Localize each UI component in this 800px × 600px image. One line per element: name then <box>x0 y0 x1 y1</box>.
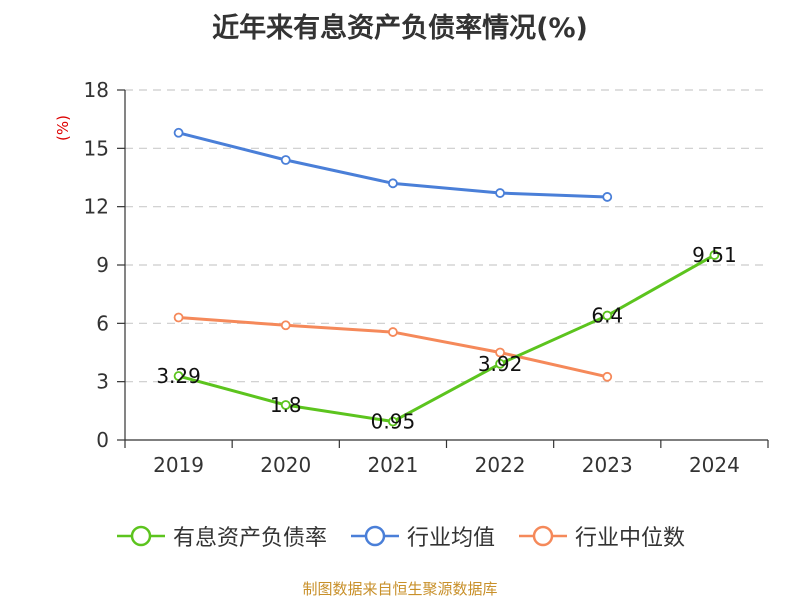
data-label: 6.4 <box>591 304 623 328</box>
x-tick-label: 2021 <box>367 453 418 477</box>
data-label: 9.51 <box>692 243 737 267</box>
x-tick-label: 2022 <box>475 453 526 477</box>
data-point <box>495 358 505 369</box>
data-point <box>280 155 291 165</box>
data-point <box>388 416 398 427</box>
series-line <box>177 253 716 424</box>
y-tick-label: 18 <box>84 78 109 102</box>
legend-item: 行业中位数 <box>517 520 685 552</box>
legend-label: 行业中位数 <box>575 526 686 551</box>
data-point <box>173 371 184 381</box>
y-tick-label: 0 <box>96 428 109 452</box>
legend-item: 有息资产负债率 <box>115 520 327 552</box>
y-tick-label: 3 <box>96 370 109 394</box>
x-tick-label: 2020 <box>260 453 311 477</box>
legend-label: 有息资产负债率 <box>172 526 327 551</box>
chart-plot: 0 3 6 9 12 15 18 2019 2020 2021 2022 2023 2024 (%) 3.2… <box>54 78 769 477</box>
data-point <box>495 347 505 358</box>
data-point <box>280 400 291 410</box>
legend-label: 行业均值 <box>406 526 495 551</box>
data-label: 3.92 <box>478 352 523 376</box>
data-label: 0.95 <box>371 410 416 434</box>
x-tick-label: 2023 <box>582 453 633 477</box>
data-point <box>602 192 613 202</box>
series-line <box>177 316 609 379</box>
x-tick-label: 2024 <box>689 453 740 477</box>
y-tick-label: 12 <box>84 195 109 219</box>
data-point <box>495 188 505 198</box>
data-point <box>173 127 184 138</box>
legend-item: 行业均值 <box>349 520 495 552</box>
legend-symbol <box>350 525 399 547</box>
data-label: 1.8 <box>270 393 302 417</box>
y-tick-label: 6 <box>96 311 109 335</box>
data-point <box>602 371 613 382</box>
chart-legend: 有息资产负债率 行业均值 行业中位数 <box>0 520 800 552</box>
data-point <box>388 178 398 189</box>
y-axis-unit-label: (%) <box>54 115 72 141</box>
y-tick-label: 15 <box>84 136 109 160</box>
y-tick-label: 9 <box>96 253 109 277</box>
chart-title: 近年来有息资产负债率情况(%) <box>212 13 588 44</box>
x-tick-label: 2019 <box>153 453 204 477</box>
data-point <box>709 250 720 260</box>
data-point <box>388 327 398 337</box>
data-point <box>602 310 613 321</box>
data-label: 3.29 <box>156 364 201 388</box>
legend-symbol <box>519 525 567 547</box>
data-point <box>173 312 184 323</box>
legend-symbol <box>116 525 165 547</box>
source-note: 制图数据来自恒生聚源数据库 <box>302 580 498 598</box>
data-point <box>280 320 291 331</box>
